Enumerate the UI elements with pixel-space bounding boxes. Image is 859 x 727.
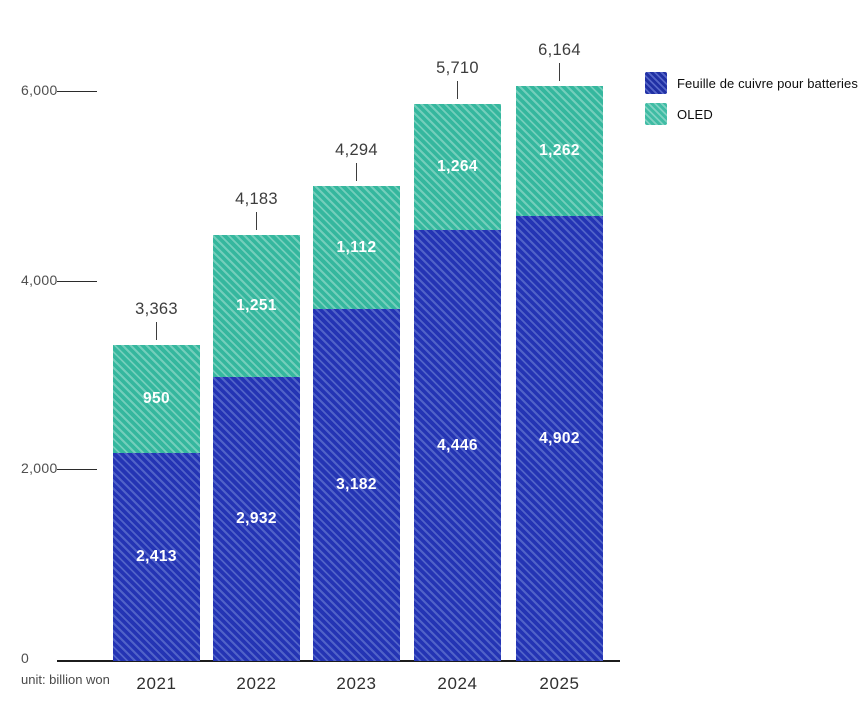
total-tick-line — [457, 81, 458, 99]
bar-2025: 1,262 4,902 — [516, 86, 603, 661]
legend-item-oled: OLED — [645, 103, 858, 125]
bar-2021: 950 2,413 — [113, 345, 200, 661]
legend-item-copper-foil: Feuille de cuivre pour batteries — [645, 72, 858, 94]
segment-value-label: 1,264 — [437, 158, 478, 175]
y-axis-tick-line — [57, 91, 97, 92]
legend-swatch-icon — [645, 72, 667, 94]
bar-segment-oled: 1,262 — [516, 86, 603, 216]
total-label-2021: 3,363 — [113, 299, 200, 340]
chart-legend: Feuille de cuivre pour batteries OLED — [645, 72, 858, 134]
bar-segment-copper-foil: 4,902 — [516, 216, 603, 661]
legend-label: Feuille de cuivre pour batteries — [677, 75, 858, 91]
total-value: 4,294 — [335, 141, 378, 159]
segment-value-label: 4,902 — [539, 429, 580, 447]
total-tick-line — [559, 63, 560, 81]
y-axis-tick-label: 4,000 — [21, 272, 58, 288]
y-axis-tick-label: 2,000 — [21, 460, 58, 476]
total-label-2025: 6,164 — [516, 40, 603, 81]
bar-segment-oled: 950 — [113, 345, 200, 453]
segment-value-label: 1,262 — [539, 142, 580, 159]
total-label-2022: 4,183 — [213, 189, 300, 230]
segment-value-label: 2,932 — [236, 510, 277, 527]
total-value: 6,164 — [538, 41, 581, 59]
segment-value-label: 2,413 — [136, 548, 177, 565]
bar-segment-oled: 1,112 — [313, 186, 400, 309]
total-label-2024: 5,710 — [414, 58, 501, 99]
x-axis-label-2024: 2024 — [437, 674, 478, 693]
total-value: 3,363 — [135, 300, 178, 318]
bar-2023: 1,112 3,182 — [313, 186, 400, 661]
y-axis-tick-line — [57, 281, 97, 282]
x-axis-baseline — [57, 660, 620, 662]
total-tick-line — [256, 212, 257, 230]
total-label-2023: 4,294 — [313, 140, 400, 181]
bar-segment-copper-foil: 3,182 — [313, 309, 400, 661]
x-axis-label-2022: 2022 — [236, 674, 277, 693]
x-axis-label-2021: 2021 — [136, 674, 177, 693]
legend-swatch-icon — [645, 103, 667, 125]
axis-unit-label: unit: billion won — [21, 672, 110, 687]
y-axis-tick-line — [57, 469, 97, 470]
segment-value-label: 950 — [142, 390, 171, 407]
total-value: 4,183 — [235, 190, 278, 208]
bar-2022: 1,251 2,932 — [213, 235, 300, 661]
legend-label: OLED — [677, 106, 713, 122]
bar-segment-oled: 1,264 — [414, 104, 501, 230]
total-value: 5,710 — [436, 59, 479, 77]
segment-value-label: 1,251 — [236, 297, 277, 314]
total-tick-line — [356, 163, 357, 181]
segment-value-label: 4,446 — [437, 436, 478, 454]
bar-segment-copper-foil: 4,446 — [414, 230, 501, 661]
y-axis-tick-label: 6,000 — [21, 82, 58, 98]
bar-2024: 1,264 4,446 — [414, 104, 501, 661]
bar-segment-copper-foil: 2,413 — [113, 453, 200, 661]
y-axis-zero-label: 0 — [21, 650, 29, 666]
segment-value-label: 3,182 — [336, 476, 377, 493]
bar-segment-copper-foil: 2,932 — [213, 377, 300, 661]
total-tick-line — [156, 322, 157, 340]
x-axis-label-2023: 2023 — [336, 674, 377, 693]
x-axis-label-2025: 2025 — [539, 674, 580, 693]
segment-value-label: 1,112 — [336, 238, 377, 256]
bar-segment-oled: 1,251 — [213, 235, 300, 377]
